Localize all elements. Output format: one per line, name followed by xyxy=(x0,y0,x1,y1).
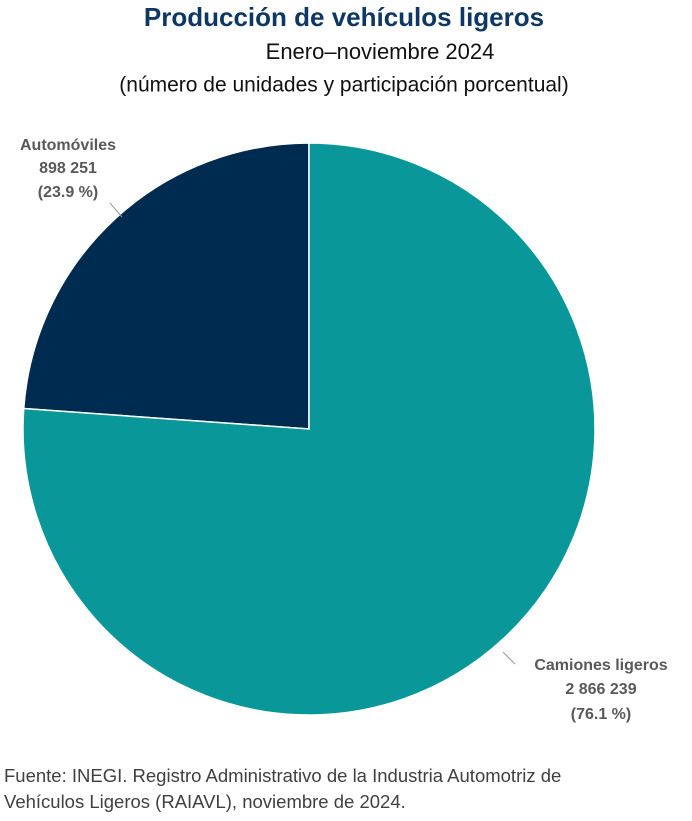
pie-slice xyxy=(22,142,596,716)
chart-note: (número de unidades y participación porc… xyxy=(119,74,568,97)
source-note: Fuente: INEGI. Registro Administrativo d… xyxy=(4,765,561,786)
chart-subtitle: Enero–noviembre 2024 xyxy=(266,39,495,64)
source-note: Vehículos Ligeros (RAIAVL), noviembre de… xyxy=(4,791,406,812)
value-label: 898 251 xyxy=(39,160,97,177)
percent-label: (23.9 %) xyxy=(38,184,98,201)
percent-label: (76.1 %) xyxy=(571,706,631,723)
chart-title: Producción de vehículos ligeros xyxy=(144,2,544,32)
pie xyxy=(22,142,596,716)
leader-line xyxy=(502,651,516,665)
slice-label: Camiones ligeros xyxy=(534,657,667,674)
value-label: 2 866 239 xyxy=(565,681,636,698)
leader-line xyxy=(109,202,123,218)
pie-slice xyxy=(22,142,310,430)
slice-label: Automóviles xyxy=(20,137,116,154)
